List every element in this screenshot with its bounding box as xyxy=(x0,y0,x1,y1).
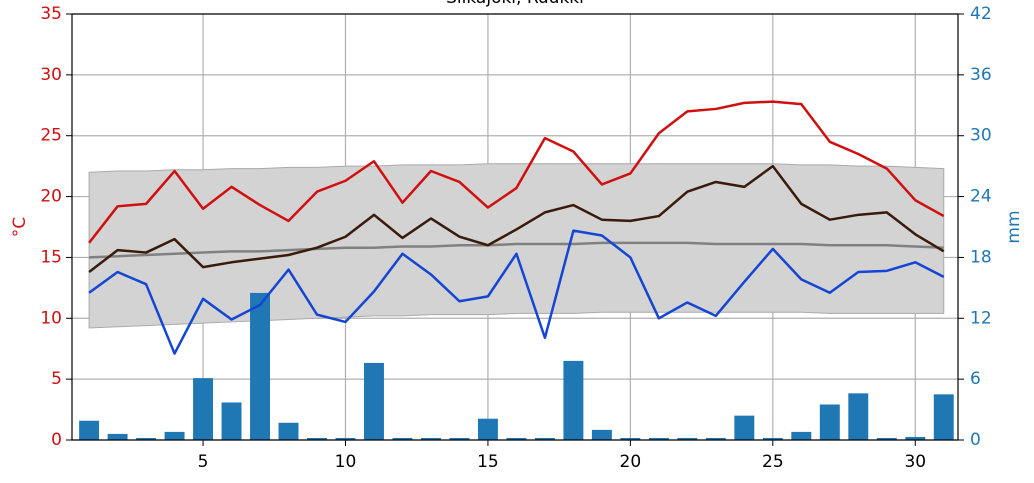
y-tick-label: 35 xyxy=(40,4,62,24)
y-tick-label: 25 xyxy=(40,126,62,146)
y-tick-label: 10 xyxy=(40,308,62,328)
y2-tick-label: 18 xyxy=(970,247,992,267)
bar xyxy=(648,437,669,440)
bar xyxy=(79,420,100,440)
bar xyxy=(420,437,441,440)
bar xyxy=(335,437,356,440)
y-tick-label: 5 xyxy=(51,369,62,389)
y2-tick-label: 24 xyxy=(970,187,992,207)
x-tick-label: 25 xyxy=(762,452,784,472)
bar xyxy=(193,378,214,440)
x-tick-label: 30 xyxy=(904,452,926,472)
bar xyxy=(477,418,498,440)
y-tick-label: 0 xyxy=(51,430,62,450)
x-tick-label: 5 xyxy=(198,452,209,472)
bar xyxy=(307,437,327,440)
plot-frame xyxy=(71,13,959,441)
chart-title: Siikajoki, Ruukki xyxy=(446,0,584,8)
y2-tick-label: 42 xyxy=(970,4,992,24)
line xyxy=(89,241,944,259)
bar xyxy=(819,404,840,440)
bar xyxy=(506,437,527,440)
y2-tick-label: 30 xyxy=(970,126,992,146)
bar xyxy=(705,437,726,440)
bar xyxy=(620,437,641,440)
x-tick-label: 10 xyxy=(335,452,357,472)
bar xyxy=(392,437,413,440)
y2-tick-label: 12 xyxy=(970,308,992,328)
line xyxy=(88,100,945,244)
bar xyxy=(278,422,299,440)
bar xyxy=(221,402,242,440)
bar xyxy=(933,394,954,440)
y-axis-label: °C xyxy=(10,217,30,237)
bar xyxy=(563,360,584,440)
y-tick-label: 20 xyxy=(40,187,62,207)
bar xyxy=(591,429,612,440)
bar xyxy=(449,437,470,440)
bar xyxy=(107,433,128,440)
bar xyxy=(876,437,897,440)
y-tick-label: 30 xyxy=(40,65,62,85)
bar xyxy=(677,437,698,440)
bar xyxy=(164,431,185,440)
bar xyxy=(734,415,755,440)
bar xyxy=(762,437,783,440)
y2-tick-label: 36 xyxy=(970,65,992,85)
bar xyxy=(250,292,270,440)
line xyxy=(88,229,945,355)
y2-tick-label: 6 xyxy=(970,369,981,389)
bar xyxy=(905,436,926,440)
line xyxy=(88,164,945,274)
y-tick-label: 15 xyxy=(40,247,62,267)
bar xyxy=(364,362,384,440)
bar xyxy=(534,437,555,440)
x-tick-label: 20 xyxy=(620,452,642,472)
bar xyxy=(136,437,157,440)
bar xyxy=(848,393,869,440)
x-tick-label: 15 xyxy=(477,452,499,472)
y2-tick-label: 0 xyxy=(970,430,981,450)
bar xyxy=(791,431,812,440)
y2-axis-label: mm xyxy=(1004,210,1024,243)
